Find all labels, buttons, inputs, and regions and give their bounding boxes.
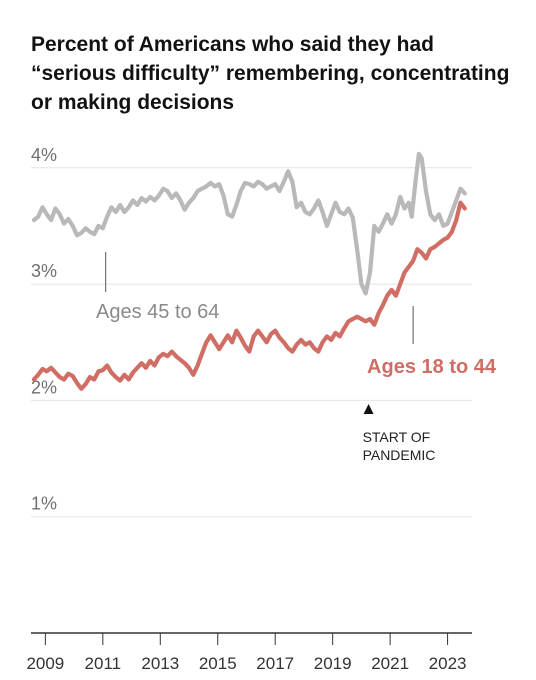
x-tick-label: 2023 bbox=[429, 654, 467, 673]
x-tick-label: 2021 bbox=[371, 654, 409, 673]
series-lines bbox=[31, 151, 467, 391]
y-tick-label: 1% bbox=[31, 494, 57, 514]
x-tick-label: 2017 bbox=[256, 654, 294, 673]
y-axis: 1% 2% 3% 4% bbox=[31, 145, 57, 514]
annotations: Ages 45 to 64 Ages 18 to 44 START OF PANDEM… bbox=[96, 252, 497, 463]
x-tick-label: 2019 bbox=[314, 654, 352, 673]
pandemic-label-line2: PANDEMIC bbox=[363, 447, 436, 463]
y-tick-label: 4% bbox=[31, 145, 57, 165]
chart-title: Percent of Americans who said they had “… bbox=[31, 33, 510, 114]
x-tick-label: 2015 bbox=[199, 654, 237, 673]
pandemic-triangle-icon bbox=[363, 404, 374, 414]
x-tick-label: 2009 bbox=[26, 654, 64, 673]
pandemic-label-line1: START OF bbox=[363, 429, 431, 445]
series-label-ages-45-to-64: Ages 45 to 64 bbox=[96, 301, 219, 323]
series-label-ages-18-to-44: Ages 18 to 44 bbox=[367, 356, 497, 378]
y-tick-label: 3% bbox=[31, 261, 57, 281]
x-axis: 2009 2011 2013 2015 2017 2019 2021 2023 bbox=[26, 632, 472, 673]
series-line-ages-45-to-64 bbox=[31, 151, 467, 296]
x-tick-label: 2011 bbox=[85, 654, 122, 673]
y-tick-label: 2% bbox=[31, 377, 57, 397]
series-line-ages-18-to-44 bbox=[31, 200, 467, 391]
x-tick-label: 2013 bbox=[141, 654, 179, 673]
